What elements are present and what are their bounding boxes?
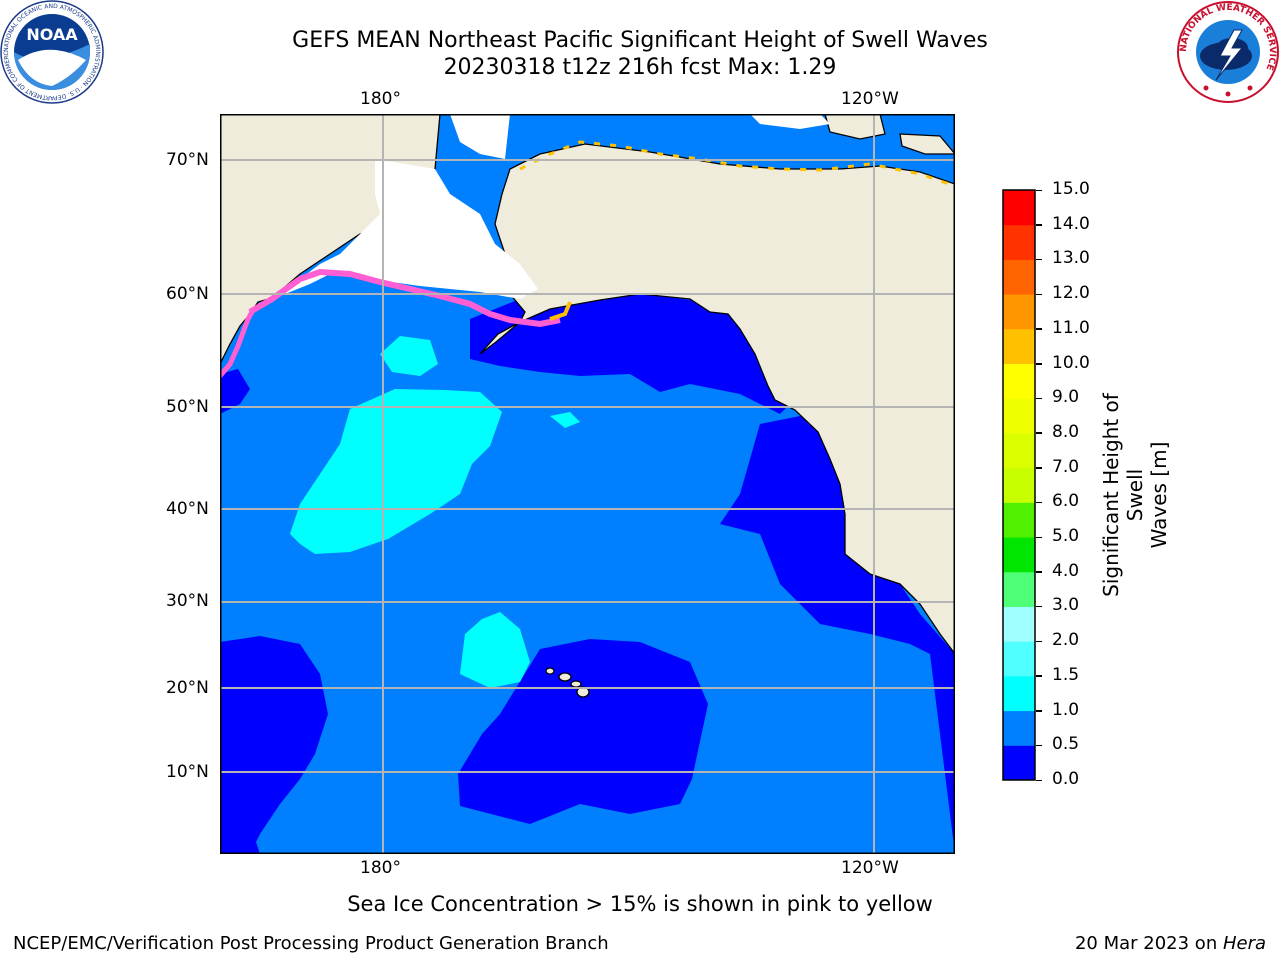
- noaa-logo: NATIONAL OCEANIC AND ATMOSPHERIC ADMINIS…: [0, 0, 104, 104]
- colorbar-tick-label: 6.0: [1052, 491, 1080, 512]
- colorbar-tick-label: 2.0: [1052, 630, 1080, 651]
- lat-label-20n: 20°N: [166, 678, 209, 698]
- colorbar-tick-label: 1.0: [1052, 699, 1080, 720]
- colorbar-tick-label: 4.0: [1052, 560, 1080, 581]
- lat-label-70n: 70°N: [166, 150, 209, 170]
- lon-label-bottom-120w: 120°W: [841, 858, 899, 878]
- sea-ice-edge: [248, 268, 561, 328]
- chart-title: GEFS MEAN Northeast Pacific Significant …: [292, 28, 988, 53]
- colorbar-bin: [1003, 328, 1035, 365]
- colorbar: [1002, 189, 1036, 781]
- ice-free-land-sea: [280, 114, 830, 299]
- colorbar-tick-mark: [1036, 536, 1042, 539]
- colorbar-tick-label: 15.0: [1052, 179, 1090, 199]
- lon-label-bottom-180: 180°: [360, 858, 401, 878]
- colorbar-frame: [1002, 189, 1036, 781]
- lat-label-50n: 50°N: [166, 397, 209, 417]
- colorbar-bin: [1003, 537, 1035, 573]
- colorbar-tick-mark: [1036, 640, 1042, 643]
- colorbar-tick-label: 5.0: [1052, 526, 1080, 547]
- nws-logo: NATIONAL WEATHER SERVICE: [1177, 1, 1279, 103]
- colorbar-label: Significant Height of Swell Waves [m]: [1099, 375, 1171, 615]
- colorbar-tick-mark: [1036, 328, 1042, 330]
- colorbar-bin: [1003, 432, 1035, 469]
- colorbar-tick-mark: [1036, 675, 1042, 677]
- colorbar-tick-label: 11.0: [1052, 317, 1090, 338]
- colorbar-bin: [1003, 259, 1035, 295]
- colorbar-tick-mark: [1036, 363, 1042, 365]
- sea-ice-edge-yellow: [549, 301, 572, 321]
- lon-label-top-120w: 120°W: [841, 89, 899, 109]
- colorbar-tick-label: 13.0: [1052, 248, 1090, 269]
- noaa-logo-text: NOAA: [26, 25, 78, 44]
- colorbar-tick-mark: [1036, 397, 1042, 400]
- lat-label-40n: 40°N: [166, 499, 209, 519]
- colorbar-tick-label: 9.0: [1052, 387, 1080, 408]
- colorbar-bin: [1003, 467, 1035, 503]
- colorbar-bin: [1003, 571, 1035, 607]
- colorbar-bin: [1003, 224, 1035, 260]
- lat-label-30n: 30°N: [166, 591, 209, 611]
- colorbar-bin: [1003, 606, 1035, 642]
- chart-subtitle: 20230318 t12z 216h fcst Max: 1.29: [443, 55, 837, 80]
- lon-label-top-180: 180°: [360, 89, 401, 109]
- footer-machine: Hera: [1222, 933, 1266, 954]
- colorbar-tick-label: 7.0: [1052, 456, 1080, 477]
- colorbar-bin: [1003, 675, 1035, 712]
- colorbar-tick-mark: [1036, 189, 1042, 191]
- colorbar-tick-mark: [1036, 779, 1042, 781]
- colorbar-label-line1: Significant Height of Swell: [1099, 393, 1147, 597]
- colorbar-tick-label: 12.0: [1052, 283, 1090, 304]
- colorbar-tick-mark: [1036, 744, 1042, 747]
- colorbar-tick-label: 3.0: [1052, 595, 1080, 616]
- colorbar-label-line2: Waves [m]: [1147, 441, 1171, 549]
- colorbar-bin: [1003, 502, 1035, 538]
- colorbar-tick-mark: [1036, 501, 1042, 504]
- lat-label-60n: 60°N: [166, 284, 209, 304]
- moderate-swell-regions: [290, 336, 580, 688]
- colorbar-tick-label: 14.0: [1052, 213, 1090, 234]
- hawaiian-islands: [545, 667, 590, 698]
- swell-height-map: [220, 114, 955, 854]
- colorbar-bin: [1003, 745, 1035, 781]
- sea-ice-note: Sea Ice Concentration > 15% is shown in …: [347, 892, 933, 916]
- map-frame: [220, 114, 955, 854]
- colorbar-tick-label: 0.0: [1052, 769, 1080, 789]
- colorbar-tick-mark: [1036, 258, 1042, 261]
- colorbar-tick-label: 1.5: [1052, 664, 1080, 685]
- colorbar-tick-mark: [1036, 571, 1042, 573]
- footer-date-text: 20 Mar 2023 on: [1074, 933, 1223, 954]
- colorbar-tick-mark: [1036, 605, 1042, 608]
- footer-credit: NCEP/EMC/Verification Post Processing Pr…: [13, 933, 609, 954]
- colorbar-bin: [1003, 710, 1035, 746]
- colorbar-tick-mark: [1036, 710, 1042, 712]
- colorbar-bin: [1003, 190, 1035, 226]
- footer-date: 20 Mar 2023 on Hera: [1075, 933, 1266, 954]
- colorbar-tick-label: 0.5: [1052, 734, 1080, 755]
- colorbar-tick-mark: [1036, 224, 1042, 226]
- colorbar-tick-mark: [1036, 293, 1042, 296]
- colorbar-bin: [1003, 398, 1035, 434]
- colorbar-bin: [1003, 294, 1035, 330]
- colorbar-tick-mark: [1036, 432, 1042, 434]
- lat-label-10n: 10°N: [166, 762, 209, 782]
- colorbar-bin: [1003, 641, 1035, 677]
- colorbar-bin: [1003, 363, 1035, 399]
- sea-ice-edge-west: [220, 310, 255, 378]
- colorbar-tick-label: 8.0: [1052, 421, 1080, 442]
- colorbar-tick-mark: [1036, 467, 1042, 469]
- graticule: [220, 114, 955, 854]
- low-swell-regions: [220, 294, 955, 854]
- colorbar-tick-label: 10.0: [1052, 352, 1090, 373]
